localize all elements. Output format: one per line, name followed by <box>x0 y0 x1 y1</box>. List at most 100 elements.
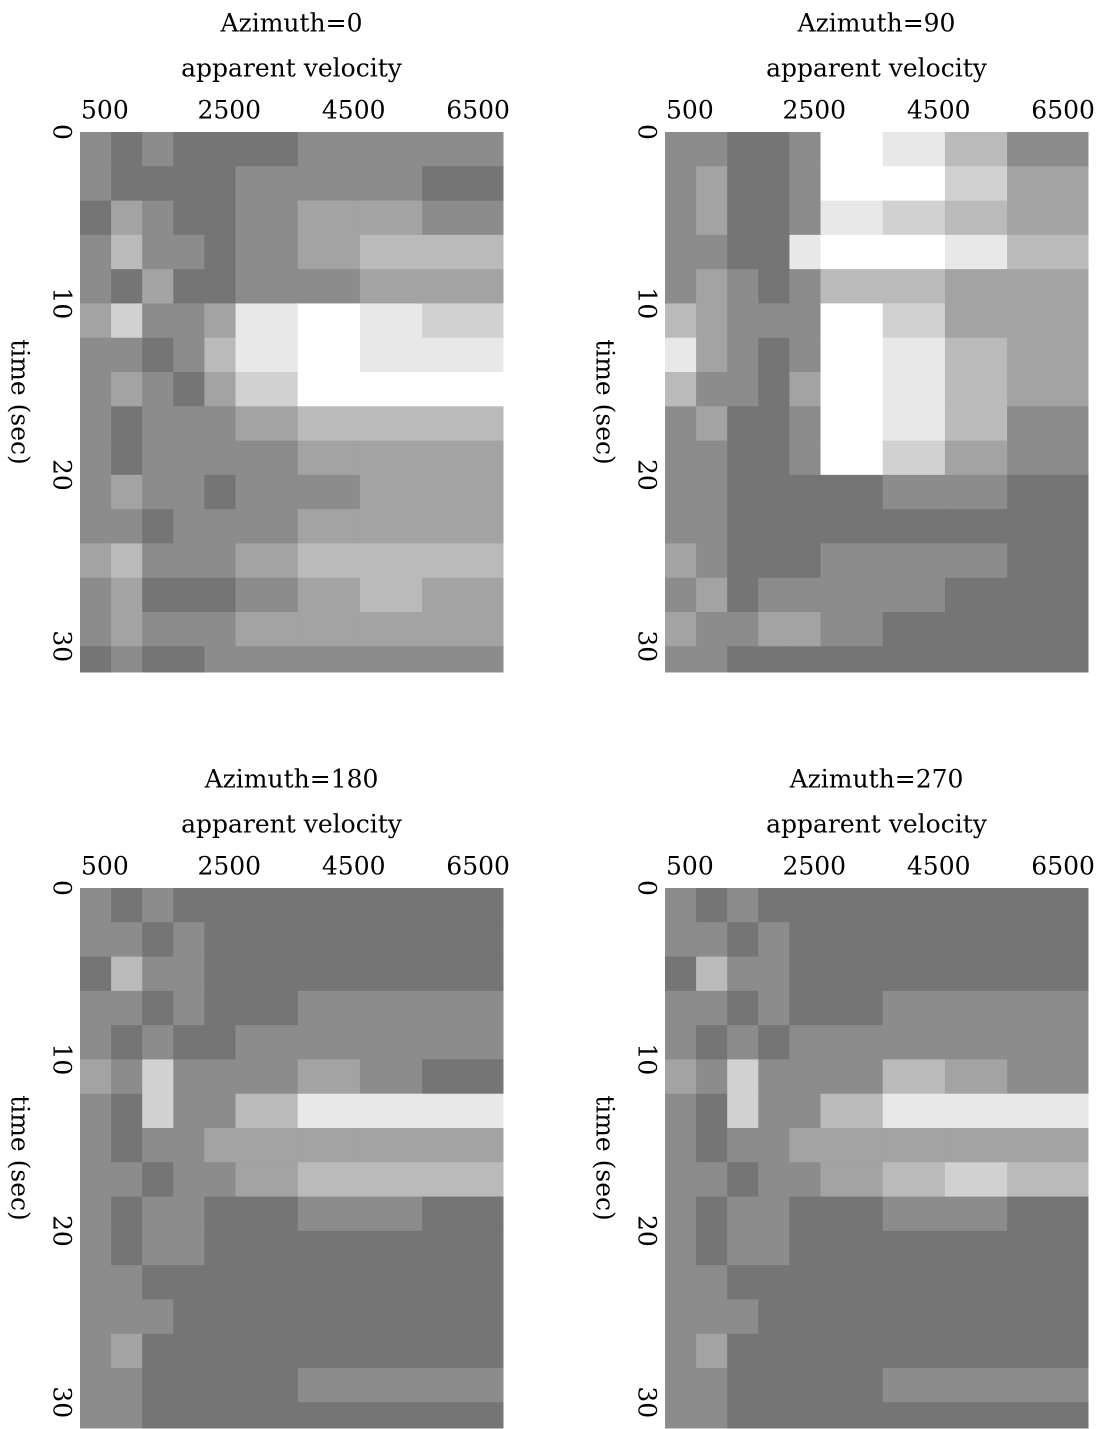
y-tick-label: 10 <box>633 288 662 320</box>
heat-cell <box>665 474 697 510</box>
heat-cell <box>204 1333 237 1369</box>
heat-cell <box>142 200 174 236</box>
heat-cell <box>173 269 205 304</box>
heat-cell <box>820 1059 884 1095</box>
heat-cell <box>297 269 361 304</box>
heat-cell <box>789 646 822 673</box>
heat-cell <box>235 888 299 923</box>
heat-cell <box>882 234 946 270</box>
heat-cell <box>173 1093 205 1129</box>
heat-cell <box>944 1162 1008 1198</box>
heat-cell <box>297 1333 361 1369</box>
heat-cell <box>1007 132 1089 167</box>
heat-cell <box>80 1025 112 1060</box>
heat-cell <box>80 1299 112 1335</box>
heat-cell <box>204 543 237 579</box>
heat-cell <box>204 372 237 407</box>
heat-cell <box>297 1265 361 1300</box>
heat-cell <box>758 577 790 613</box>
heat-cell <box>820 577 884 613</box>
heat-cell <box>758 922 790 958</box>
heat-cell <box>727 1093 759 1129</box>
heat-cell <box>422 1059 504 1095</box>
heat-cell <box>1007 1299 1089 1335</box>
heat-cell <box>422 372 504 407</box>
y-tick-label: 10 <box>633 1044 662 1076</box>
x-axis-label: apparent velocity <box>766 810 988 839</box>
y-tick-label: 0 <box>48 124 77 140</box>
heat-cell <box>1007 1230 1089 1266</box>
heat-cell <box>758 543 790 579</box>
y-axis-label: time (sec) <box>591 1095 620 1221</box>
heat-cell <box>173 303 205 339</box>
heat-cell <box>173 1299 205 1335</box>
heat-cell <box>882 612 946 647</box>
heat-cell <box>789 1162 822 1198</box>
heat-cell <box>111 1333 143 1369</box>
heat-cell <box>758 406 790 442</box>
heat-cell <box>142 990 174 1026</box>
heat-cell <box>142 509 174 544</box>
heat-cell <box>1007 269 1089 304</box>
heat-cell <box>727 1299 759 1335</box>
heat-cell <box>142 337 174 373</box>
heat-cell <box>235 1025 299 1060</box>
heat-cell <box>142 577 174 613</box>
heat-cell <box>235 1059 299 1095</box>
heat-cell <box>696 406 728 442</box>
heat-cell <box>727 509 759 544</box>
x-tick-label: 6500 <box>1031 96 1095 125</box>
heat-cell <box>111 888 143 923</box>
heat-cell <box>789 200 822 236</box>
heat-cell <box>944 956 1008 992</box>
heat-cell <box>359 1230 423 1266</box>
heat-cell <box>696 646 728 673</box>
heat-cell <box>173 1265 205 1300</box>
heat-cell <box>422 200 504 236</box>
heat-cell <box>80 1230 112 1266</box>
heat-cell <box>882 440 946 476</box>
heat-cell <box>235 509 299 544</box>
heat-cell <box>111 1368 143 1403</box>
heat-cell <box>882 1162 946 1198</box>
heat-cell <box>111 543 143 579</box>
heat-cell <box>696 474 728 510</box>
heat-cell <box>359 577 423 613</box>
heat-cell <box>142 440 174 476</box>
heat-cell <box>944 888 1008 923</box>
heat-cell <box>944 1299 1008 1335</box>
heat-cell <box>758 166 790 202</box>
heat-cell <box>142 474 174 510</box>
heat-cell <box>173 440 205 476</box>
x-tick-label: 4500 <box>322 96 386 125</box>
heat-cell <box>80 269 112 304</box>
heat-cell <box>359 337 423 373</box>
heat-cell <box>235 234 299 270</box>
heat-cell <box>235 132 299 167</box>
heat-cell <box>882 577 946 613</box>
heat-cell <box>235 646 299 673</box>
heat-cell <box>297 1299 361 1335</box>
heat-cell <box>820 990 884 1026</box>
heat-cell <box>173 956 205 992</box>
x-tick-label: 2500 <box>782 852 846 881</box>
heat-cell <box>1007 1093 1089 1129</box>
heat-cell <box>727 1230 759 1266</box>
heat-cell <box>882 1196 946 1232</box>
heat-cell <box>789 474 822 510</box>
heat-cell <box>665 1196 697 1232</box>
heat-cell <box>235 577 299 613</box>
heat-cell <box>173 166 205 202</box>
heat-cell <box>359 1128 423 1163</box>
heat-cell <box>204 509 237 544</box>
heat-cell <box>1007 372 1089 407</box>
heat-cell <box>882 646 946 673</box>
heat-cell <box>727 1333 759 1369</box>
heat-cell <box>422 543 504 579</box>
heat-cell <box>696 1093 728 1129</box>
heat-cell <box>173 1128 205 1163</box>
heat-cell <box>820 1230 884 1266</box>
heat-cell <box>297 474 361 510</box>
heat-cell <box>359 474 423 510</box>
heat-cell <box>696 888 728 923</box>
